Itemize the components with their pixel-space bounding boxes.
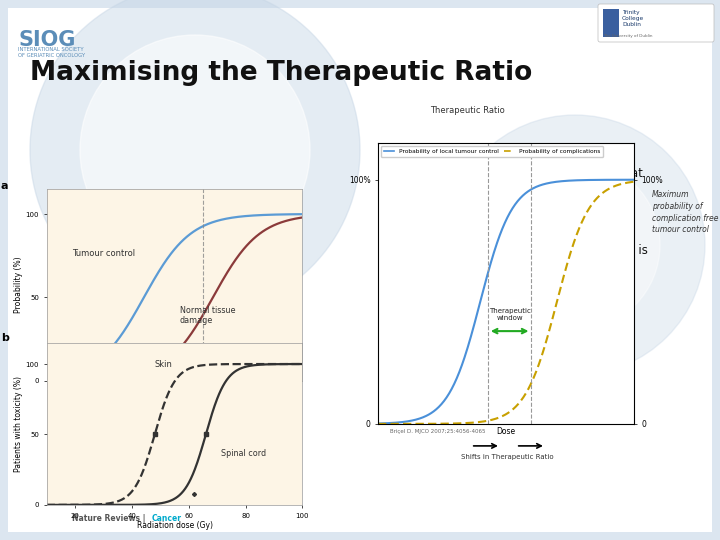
Text: Tumour control: Tumour control [72, 249, 135, 258]
X-axis label: Radiation dose (Gy): Radiation dose (Gy) [137, 521, 212, 530]
Text: Therapeutic
window: Therapeutic window [489, 308, 531, 321]
Text: Trinity
College
Dublin: Trinity College Dublin [622, 10, 644, 26]
Text: The main goal of radiotherapy research is
to improve this TCP–NTCP balance: The main goal of radiotherapy research i… [400, 244, 648, 273]
Text: Skin: Skin [154, 360, 172, 369]
Text: Therapeutic Ratio: Therapeutic Ratio [430, 106, 505, 115]
Text: Maximising the Therapeutic Ratio: Maximising the Therapeutic Ratio [30, 60, 532, 86]
Text: a: a [1, 181, 9, 191]
Text: Tumour control probability is
proportional to the dose of radiation that
is deli: Tumour control probability is proportion… [400, 150, 643, 196]
X-axis label: Radiation dose (Gy): Radiation dose (Gy) [137, 383, 212, 393]
Y-axis label: Probability (%): Probability (%) [14, 256, 23, 313]
Text: Cancer: Cancer [152, 514, 182, 523]
Text: •: • [388, 150, 396, 164]
Text: Normal tissue
damage: Normal tissue damage [180, 306, 235, 325]
Text: Spinal cord: Spinal cord [220, 449, 266, 458]
Circle shape [80, 35, 310, 265]
Text: •: • [388, 244, 396, 258]
Text: Maximum
probability of
complication free
tumour control: Maximum probability of complication free… [652, 190, 719, 234]
Text: Briçel D. MJCO 2007;25:4056-4065: Briçel D. MJCO 2007;25:4056-4065 [390, 429, 485, 434]
Text: The University of Dublin: The University of Dublin [603, 34, 652, 38]
X-axis label: Dose: Dose [496, 427, 516, 436]
Text: •: • [388, 197, 396, 211]
Text: b: b [1, 333, 9, 343]
Text: Nature Reviews |: Nature Reviews | [72, 514, 148, 523]
Bar [603, 9, 619, 37]
Legend: Probability of local tumour control, Probability of complications: Probability of local tumour control, Pro… [381, 146, 603, 157]
Y-axis label: Patients with toxicity (%): Patients with toxicity (%) [14, 376, 23, 472]
Circle shape [445, 115, 705, 375]
Circle shape [30, 0, 360, 315]
Text: The limiting factor in escalating the
radiation dose is the collateral damage
ca: The limiting factor in escalating the ra… [400, 197, 632, 243]
Text: SIOG: SIOG [18, 30, 76, 50]
FancyBboxPatch shape [598, 4, 714, 42]
Text: INTERNATIONAL SOCIETY
OF GERIATRIC ONCOLOGY: INTERNATIONAL SOCIETY OF GERIATRIC ONCOL… [18, 47, 85, 58]
Circle shape [490, 160, 660, 330]
Text: Shifts in Therapeutic Ratio: Shifts in Therapeutic Ratio [462, 454, 554, 460]
